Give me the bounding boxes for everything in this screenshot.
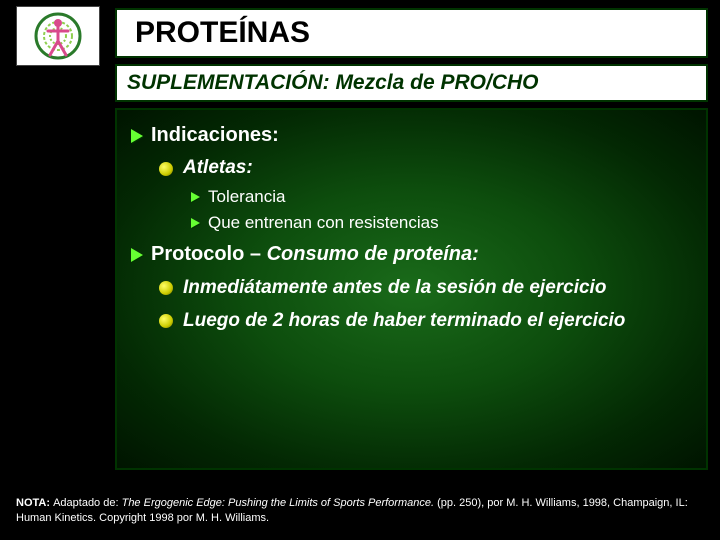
arrow-icon [131,248,143,262]
note-prefix: Adaptado de: [53,497,122,509]
content-panel: Indicaciones: Atletas: Tolerancia Que en… [115,108,708,470]
logo-graphic [28,11,88,61]
luego-row: Luego de 2 horas de haber terminado el e… [159,309,686,334]
arrow-icon [131,129,143,143]
resistencias-row: Que entrenan con resistencias [191,213,686,233]
tolerancia-text: Tolerancia [208,187,286,207]
circle-icon [159,162,173,176]
protocolo-em: Consumo de proteína: [267,243,479,265]
tolerancia-row: Tolerancia [191,187,686,207]
logo [16,6,100,66]
circle-icon [159,314,173,328]
indicaciones-row: Indicaciones: [131,124,686,147]
indicaciones-label: Indicaciones: [151,124,279,147]
atletas-label: Atletas: [183,157,253,179]
page-title: PROTEÍNAS [135,16,310,50]
luego-text: Luego de 2 horas de haber terminado el e… [183,309,625,334]
protocolo-prefix: Protocolo – [151,243,267,265]
arrow-icon [191,192,200,202]
subtitle-box: SUPLEMENTACIÓN: Mezcla de PRO/CHO [115,64,708,102]
note-title: The Ergogenic Edge: Pushing the Limits o… [122,497,438,509]
arrow-icon [191,218,200,228]
resistencias-text: Que entrenan con resistencias [208,213,439,233]
atletas-row: Atletas: [159,157,686,179]
circle-icon [159,281,173,295]
antes-row: Inmediátamente antes de la sesión de eje… [159,276,686,301]
header-box: PROTEÍNAS [115,8,708,58]
note-label: NOTA: [16,497,53,509]
subtitle-text: SUPLEMENTACIÓN: Mezcla de PRO/CHO [127,71,539,95]
protocolo-row: Protocolo – Consumo de proteína: [131,243,686,266]
antes-text: Inmediátamente antes de la sesión de eje… [183,276,606,301]
protocolo-label: Protocolo – Consumo de proteína: [151,243,479,266]
footnote: NOTA: Adaptado de: The Ergogenic Edge: P… [16,496,704,526]
